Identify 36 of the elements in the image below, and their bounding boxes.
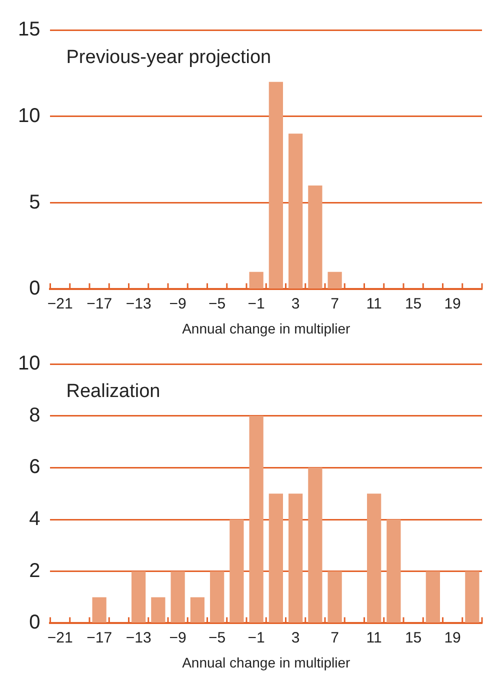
x-tick-label: 3	[291, 629, 300, 646]
x-tick-label: 19	[444, 629, 461, 646]
x-tick-label: 7	[330, 295, 339, 312]
x-axis-title: Annual change in multiplier	[182, 320, 351, 336]
x-tick-label: −9	[169, 629, 186, 646]
x-tick-label: 15	[404, 295, 422, 312]
y-tick-label: 2	[29, 560, 40, 582]
x-tick-label: −5	[208, 295, 226, 312]
y-tick-label: 5	[29, 191, 40, 214]
x-tick-label: −1	[248, 295, 265, 312]
x-tick-label: −5	[208, 629, 226, 646]
y-tick-label: 15	[18, 18, 40, 41]
y-tick-label: 10	[18, 104, 40, 127]
x-tick-label: −9	[169, 295, 186, 312]
x-tick-label: 11	[366, 295, 382, 312]
y-tick-label: 6	[29, 456, 40, 478]
x-axis-title: Annual change in multiplier	[182, 654, 351, 670]
x-tick-label: 19	[444, 295, 461, 312]
x-tick-label: 3	[291, 295, 300, 312]
x-tick-label: −13	[126, 295, 152, 312]
text: Previous-year projection	[66, 47, 272, 68]
x-tick-label: 11	[366, 629, 382, 646]
y-tick-label: 0	[29, 278, 40, 300]
x-tick-label: −21	[47, 295, 73, 312]
x-tick-label: −21	[47, 629, 73, 646]
y-tick-label: 8	[29, 404, 40, 426]
x-tick-label: −17	[86, 295, 112, 312]
x-tick-label: 7	[330, 629, 339, 646]
y-tick-label: 4	[29, 508, 40, 530]
x-tick-label: 15	[404, 629, 422, 646]
text: Realization	[66, 381, 160, 402]
x-tick-label: −17	[86, 629, 112, 646]
x-tick-label: −13	[126, 629, 152, 646]
y-tick-label: 10	[18, 352, 40, 375]
y-tick-label: 0	[29, 612, 40, 634]
x-tick-label: −1	[248, 629, 265, 646]
